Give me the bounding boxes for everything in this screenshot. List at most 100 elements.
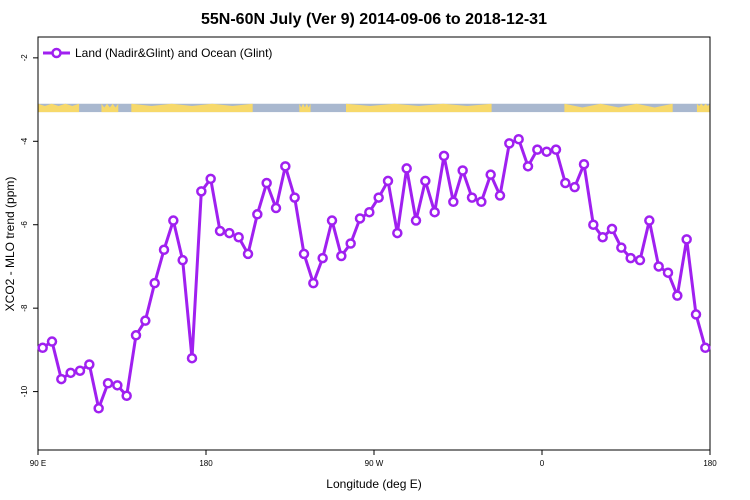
data-point (466, 192, 478, 203)
data-point (65, 367, 76, 379)
data-point (476, 196, 487, 208)
y-tick-label: -6 (20, 221, 29, 229)
data-point (578, 158, 590, 170)
strip-land (101, 103, 119, 113)
data-point (625, 252, 636, 264)
data-point (149, 277, 160, 289)
data-point (569, 181, 580, 193)
data-point (121, 390, 132, 402)
data-point (233, 231, 244, 243)
strip-land (38, 103, 80, 113)
x-tick-label: 180 (199, 459, 213, 468)
data-point (364, 206, 375, 218)
y-axis: -2 -4 -6 -8 -10 (20, 54, 38, 397)
data-point (46, 336, 58, 347)
data-point (606, 223, 618, 235)
land-ocean-strip (38, 103, 710, 113)
data-point (410, 215, 422, 226)
x-tick-label: 0 (540, 459, 545, 468)
data-point (672, 290, 683, 301)
x-axis: 90 E 180 90 W 0 180 (30, 450, 717, 468)
x-tick-label: 180 (703, 459, 717, 468)
y-tick-label: -4 (20, 137, 29, 145)
data-point (93, 403, 104, 414)
data-point (616, 242, 627, 253)
y-tick-label: -8 (20, 304, 29, 312)
data-point (550, 144, 562, 155)
data-point (308, 277, 319, 289)
data-point (401, 163, 412, 174)
strip-land (346, 103, 492, 113)
data-point (252, 209, 263, 220)
data-point (56, 373, 67, 385)
data-point (681, 234, 692, 245)
data-point (84, 359, 95, 370)
data-point (522, 161, 534, 172)
data-point (373, 192, 384, 203)
data-point (485, 169, 496, 180)
data-point (513, 133, 524, 145)
x-tick-label: 90 E (30, 459, 46, 468)
data-point (532, 144, 543, 155)
data-point (168, 215, 179, 226)
data-point (205, 173, 216, 185)
x-axis-label: Longitude (deg E) (326, 477, 421, 491)
data-point (653, 261, 664, 272)
data-point (177, 254, 188, 266)
plot-frame (37, 36, 711, 451)
data-point (457, 165, 468, 176)
y-axis-label: XCO2 - MLO trend (ppm) (3, 177, 17, 312)
data-point (158, 244, 170, 256)
data-point (196, 186, 207, 197)
data-point (186, 352, 198, 364)
data-point (662, 267, 674, 278)
data-point (700, 342, 711, 354)
y-tick-label: -2 (20, 54, 29, 62)
data-point (37, 342, 48, 354)
data-point (345, 238, 356, 249)
data-point (448, 196, 459, 208)
data-point (597, 231, 608, 243)
strip-land (696, 103, 710, 113)
series-points (37, 133, 711, 414)
data-point (429, 206, 440, 218)
y-tick-label: -10 (20, 385, 29, 397)
data-point (130, 330, 142, 341)
data-point (690, 309, 702, 320)
data-point (336, 250, 347, 262)
data-point (224, 227, 235, 239)
chart-title: 55N-60N July (Ver 9) 2014-09-06 to 2018-… (201, 11, 547, 28)
strip-land (564, 103, 673, 113)
data-point (392, 227, 403, 239)
data-point (74, 365, 86, 376)
x-tick-label: 90 W (365, 459, 384, 468)
data-point (242, 248, 254, 260)
data-point (504, 138, 515, 149)
data-point (317, 252, 328, 264)
data-point (644, 215, 655, 226)
data-point (261, 177, 272, 189)
series-line (41, 137, 707, 410)
data-point (140, 315, 151, 326)
data-point (541, 146, 552, 157)
data-point (420, 175, 431, 187)
data-point (280, 161, 291, 172)
data-point (494, 190, 506, 201)
data-point (102, 378, 114, 389)
data-point (560, 177, 571, 189)
data-point (326, 215, 338, 226)
data-point (588, 219, 599, 230)
legend-marker (51, 47, 62, 59)
data-point (382, 175, 394, 187)
plot-area: 90 E 180 90 W 0 180 -2 -4 -6 -8 -10 (20, 36, 717, 468)
legend: Land (Nadir&Glint) and Ocean (Glint) (43, 46, 272, 60)
data-point (214, 225, 226, 237)
data-point (438, 150, 450, 162)
data-point (112, 380, 123, 391)
data-point (634, 254, 646, 266)
strip-land (299, 103, 311, 113)
data-point (270, 202, 282, 214)
legend-label: Land (Nadir&Glint) and Ocean (Glint) (75, 46, 272, 60)
data-point (289, 192, 300, 203)
